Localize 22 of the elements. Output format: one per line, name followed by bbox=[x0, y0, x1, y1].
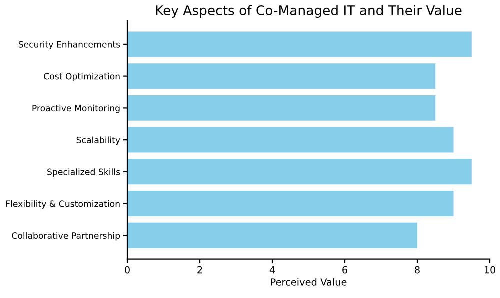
x-tick-label: 4 bbox=[270, 266, 276, 274]
x-tick-label: 2 bbox=[198, 266, 202, 274]
x-axis-title: Perceived Value bbox=[271, 278, 347, 286]
y-tick-label: Specialized Skills bbox=[48, 168, 120, 177]
chart-title: Key Aspects of Co-Managed IT and Their Value bbox=[156, 5, 462, 18]
y-tick-label: Scalability bbox=[76, 136, 120, 146]
x-tick-label: 0 bbox=[125, 266, 130, 274]
y-tick-label: Collaborative Partnership bbox=[12, 232, 120, 241]
bar bbox=[128, 127, 454, 153]
y-tick-label: Security Enhancements bbox=[18, 41, 120, 50]
bar bbox=[128, 64, 436, 90]
y-tick-label: Proactive Monitoring bbox=[32, 104, 120, 114]
y-tick-label: Flexibility & Customization bbox=[6, 200, 120, 209]
x-tick-label: 10 bbox=[484, 266, 496, 274]
bar bbox=[128, 95, 436, 121]
bar bbox=[128, 159, 472, 185]
bar bbox=[128, 32, 472, 58]
bar bbox=[128, 222, 418, 248]
bar bbox=[128, 191, 454, 217]
y-tick-label: Cost Optimization bbox=[44, 73, 120, 82]
x-tick-label: 8 bbox=[415, 266, 420, 274]
x-tick-label: 6 bbox=[342, 266, 348, 274]
